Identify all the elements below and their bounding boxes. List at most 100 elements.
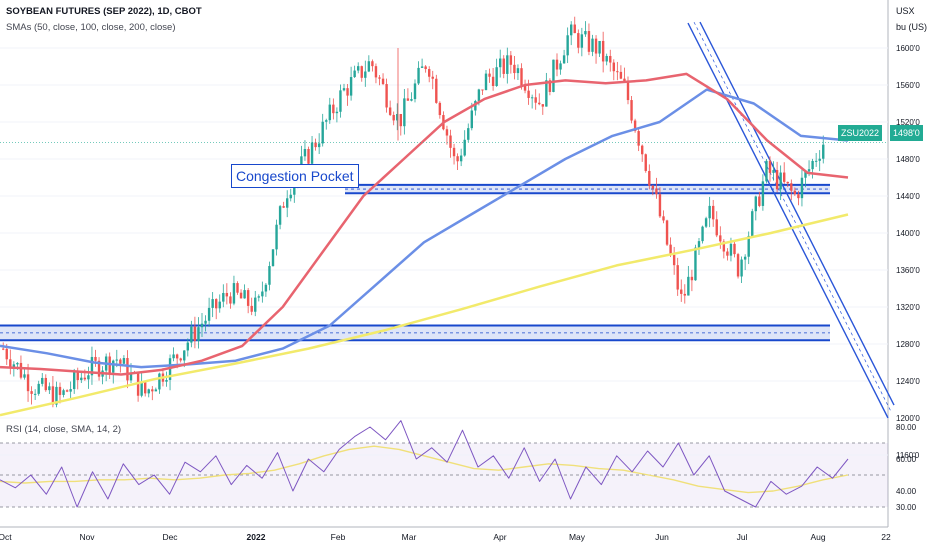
sma-legend: SMAs (50, close, 100, close, 200, close) bbox=[6, 22, 176, 33]
candle-body bbox=[726, 251, 729, 256]
candle-body bbox=[736, 254, 740, 277]
candle-body bbox=[115, 359, 118, 361]
candle-body bbox=[499, 58, 502, 68]
candle-body bbox=[552, 59, 555, 92]
rsi-tick-label: 60.00 bbox=[896, 455, 917, 464]
candle-body bbox=[754, 196, 757, 212]
candle-body bbox=[424, 66, 427, 70]
candle-body bbox=[729, 243, 733, 256]
candle-body bbox=[609, 55, 612, 63]
price-tick-label: 1240'0 bbox=[896, 377, 920, 386]
sma100-line bbox=[0, 88, 849, 369]
candle-body bbox=[516, 68, 520, 74]
candle-body bbox=[765, 160, 768, 182]
candle-body bbox=[520, 68, 523, 86]
candle-body bbox=[477, 89, 481, 101]
candle-body bbox=[637, 131, 640, 146]
candle-body bbox=[779, 172, 782, 190]
candle-body bbox=[310, 142, 314, 164]
candle-body bbox=[559, 63, 562, 70]
candle-body bbox=[90, 356, 94, 376]
candle-body bbox=[445, 129, 449, 136]
candle-body bbox=[626, 81, 630, 101]
candle-body bbox=[44, 377, 47, 391]
candle-body bbox=[662, 216, 665, 221]
time-tick-label: Apr bbox=[493, 532, 506, 542]
candle-body bbox=[215, 299, 218, 309]
candle-body bbox=[800, 177, 804, 199]
candle-body bbox=[605, 55, 608, 62]
candle-body bbox=[538, 102, 541, 105]
candle-body bbox=[122, 358, 126, 364]
rsi-line bbox=[0, 420, 849, 508]
candle-body bbox=[325, 120, 328, 122]
candle-body bbox=[797, 194, 800, 199]
candle-body bbox=[591, 38, 594, 52]
time-tick-label: Jul bbox=[737, 532, 748, 542]
candle-body bbox=[33, 393, 37, 395]
candle-body bbox=[658, 194, 662, 217]
candle-body bbox=[58, 386, 62, 395]
candle-body bbox=[530, 97, 534, 99]
candle-body bbox=[392, 114, 395, 121]
time-tick-label: Oct bbox=[0, 532, 12, 542]
candle-body bbox=[545, 80, 548, 107]
price-tick-label: 1160'0 bbox=[896, 451, 920, 460]
unit-label: bu (US) bbox=[896, 22, 928, 32]
candle-body bbox=[704, 218, 708, 227]
candle-body bbox=[548, 80, 552, 92]
candle-body bbox=[385, 84, 388, 108]
candle-body bbox=[694, 247, 697, 281]
candle-body bbox=[435, 78, 438, 103]
candle-body bbox=[23, 374, 26, 378]
candle-body bbox=[758, 196, 761, 206]
candle-body bbox=[644, 154, 647, 171]
candle-body bbox=[378, 77, 381, 79]
candle-body bbox=[587, 31, 591, 52]
candle-body bbox=[523, 85, 527, 91]
candle-body bbox=[257, 296, 260, 298]
symbol-tag: ZSU2022 bbox=[838, 125, 883, 141]
candle-body bbox=[566, 35, 569, 56]
last-price-tag: 1498'0 bbox=[890, 125, 923, 141]
candle-body bbox=[211, 299, 214, 308]
price-tick-label: 1360'0 bbox=[896, 266, 920, 275]
candle-body bbox=[456, 156, 459, 162]
candle-body bbox=[562, 55, 566, 64]
candle-body bbox=[601, 40, 605, 62]
candle-body bbox=[172, 354, 175, 359]
candle-body bbox=[97, 360, 101, 377]
candle-body bbox=[413, 83, 417, 100]
candle-body bbox=[648, 170, 651, 186]
candle-body bbox=[80, 377, 83, 381]
candle-body bbox=[175, 354, 179, 359]
candle-body bbox=[346, 88, 349, 96]
candle-body bbox=[708, 205, 711, 219]
time-tick-label: Feb bbox=[331, 532, 346, 542]
candle-body bbox=[151, 389, 154, 392]
candle-body bbox=[200, 323, 204, 328]
sma50-line bbox=[0, 72, 849, 376]
candle-body bbox=[186, 342, 189, 351]
candle-body bbox=[594, 38, 598, 54]
candle-body bbox=[506, 55, 509, 74]
candle-body bbox=[76, 372, 79, 381]
candle-body bbox=[229, 296, 232, 304]
candle-body bbox=[715, 219, 718, 236]
candle-body bbox=[381, 78, 385, 85]
candle-body bbox=[360, 66, 363, 78]
candle-body bbox=[804, 171, 807, 178]
candle-body bbox=[463, 139, 466, 156]
rsi-ma-line bbox=[0, 445, 849, 494]
price-tick-label: 1200'0 bbox=[896, 414, 920, 423]
candle-body bbox=[328, 104, 331, 121]
candle-body bbox=[399, 113, 402, 127]
candle-body bbox=[83, 377, 87, 380]
candle-body bbox=[655, 188, 658, 195]
candle-body bbox=[474, 100, 477, 111]
candle-body bbox=[495, 67, 498, 86]
candle-body bbox=[396, 113, 399, 121]
candle-body bbox=[51, 386, 55, 405]
price-tick-label: 1280'0 bbox=[896, 340, 920, 349]
